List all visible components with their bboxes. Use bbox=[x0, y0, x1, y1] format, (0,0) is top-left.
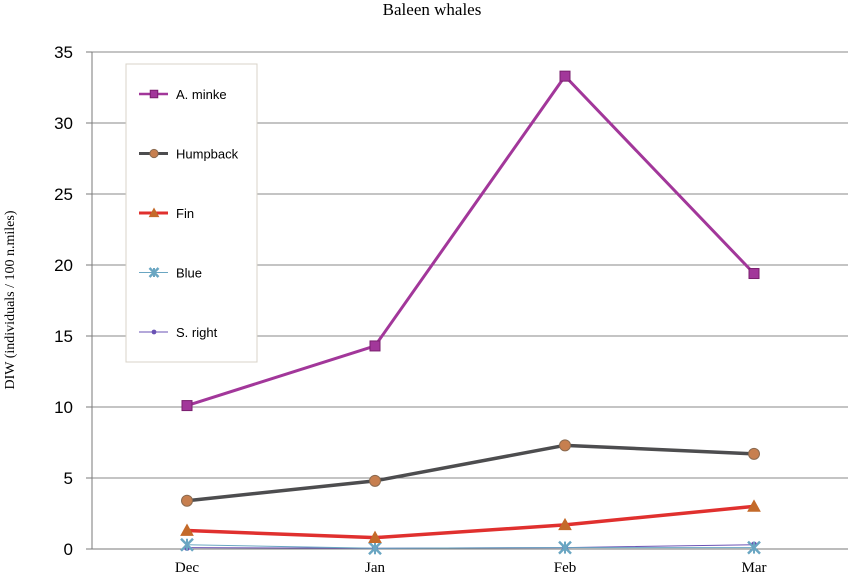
y-axis-label: DIW (individuals / 100 n.miles) bbox=[3, 210, 18, 389]
legend-item: S. right bbox=[139, 325, 218, 340]
series-lines bbox=[180, 70, 761, 556]
series-a-minke bbox=[181, 70, 760, 412]
data-point bbox=[559, 70, 571, 82]
data-point bbox=[368, 541, 382, 556]
data-point bbox=[558, 517, 572, 531]
data-point bbox=[148, 207, 160, 218]
series-blue bbox=[180, 537, 761, 556]
y-tick-label: 30 bbox=[54, 114, 73, 133]
data-point bbox=[747, 499, 761, 512]
data-point bbox=[181, 494, 193, 507]
x-tick-label: Jan bbox=[365, 560, 385, 574]
series-line bbox=[186, 504, 755, 540]
data-point bbox=[149, 148, 159, 159]
axes bbox=[86, 51, 848, 550]
data-point bbox=[748, 447, 760, 460]
data-point bbox=[559, 439, 571, 452]
y-tick-label: 10 bbox=[54, 398, 73, 417]
legend-item: Blue bbox=[139, 266, 202, 281]
y-tick-label: 0 bbox=[64, 540, 73, 559]
data-point bbox=[369, 474, 381, 487]
series-line bbox=[186, 544, 754, 549]
legend-item: A. minke bbox=[139, 87, 227, 102]
data-point bbox=[180, 523, 194, 536]
y-tick-label: 25 bbox=[54, 185, 73, 204]
data-point bbox=[748, 268, 760, 280]
legend-label: A. minke bbox=[176, 87, 227, 102]
legend-item: Fin bbox=[139, 206, 194, 221]
data-point bbox=[149, 89, 159, 99]
data-point bbox=[180, 537, 194, 552]
chart-title: Baleen whales bbox=[383, 0, 482, 19]
data-point bbox=[558, 540, 572, 555]
legend: A. minke Humpback Fin Blue S. right bbox=[125, 63, 258, 363]
x-tick-label: Feb bbox=[554, 560, 577, 574]
y-tick-label: 35 bbox=[54, 43, 73, 62]
series-humpback bbox=[181, 439, 760, 507]
series-line bbox=[186, 443, 755, 503]
y-tick-label: 15 bbox=[54, 327, 73, 346]
data-point bbox=[181, 400, 193, 412]
legend-label: S. right bbox=[176, 325, 218, 340]
y-tick-label: 5 bbox=[64, 469, 73, 488]
y-tick-labels: 0 5 10 15 20 25 30 35 bbox=[54, 43, 73, 559]
data-point bbox=[151, 329, 157, 335]
legend-label: Blue bbox=[176, 266, 202, 281]
series-line bbox=[186, 74, 756, 408]
series-fin bbox=[180, 499, 761, 543]
data-point bbox=[747, 540, 761, 555]
data-point bbox=[368, 530, 382, 543]
x-tick-labels: Dec Jan Feb Mar bbox=[175, 560, 767, 574]
legend-label: Humpback bbox=[176, 147, 239, 162]
data-point bbox=[148, 267, 160, 278]
data-point bbox=[369, 340, 381, 352]
y-tick-label: 20 bbox=[54, 256, 73, 275]
x-tick-label: Dec bbox=[175, 560, 199, 574]
legend-label: Fin bbox=[176, 206, 194, 221]
x-tick-label: Mar bbox=[742, 560, 767, 574]
legend-item: Humpback bbox=[139, 147, 239, 162]
